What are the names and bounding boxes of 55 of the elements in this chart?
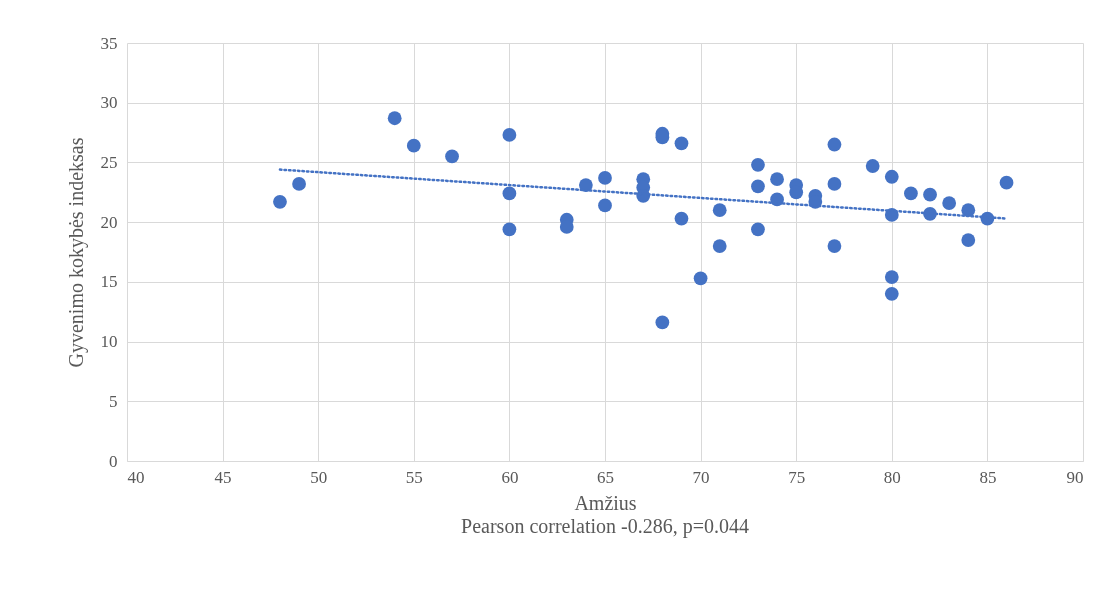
- x-tick-label: 50: [310, 467, 328, 487]
- x-tick-label: 45: [214, 467, 232, 487]
- point: [751, 222, 765, 237]
- point: [655, 315, 670, 330]
- x-tick-label: 80: [883, 467, 901, 487]
- x-axis-title: Amžius: [574, 491, 637, 514]
- point: [502, 222, 517, 237]
- point: [502, 128, 517, 142]
- point: [904, 186, 918, 201]
- x-tick-label: 70: [692, 467, 710, 487]
- y-tick-label: 10: [100, 332, 118, 352]
- x-tick-label: 60: [501, 467, 519, 487]
- point: [770, 172, 784, 187]
- y-tick-label: 35: [100, 33, 118, 53]
- point: [884, 270, 899, 284]
- point: [674, 136, 689, 151]
- y-tick-label: 15: [100, 272, 118, 292]
- y-tick-label: 25: [100, 152, 118, 172]
- y-tick-label: 5: [109, 391, 118, 411]
- point: [751, 179, 765, 194]
- y-axis-title: Gyvenimo kokybės indeksas: [64, 137, 88, 368]
- y-tick-label: 20: [100, 212, 118, 232]
- point: [827, 239, 842, 253]
- point: [502, 186, 517, 201]
- point: [406, 138, 421, 153]
- x-tick-label: 75: [788, 467, 806, 487]
- point: [674, 211, 689, 226]
- x-tick-label: 55: [405, 467, 423, 487]
- point: [884, 286, 899, 301]
- point: [273, 194, 287, 209]
- y-tick-label: 0: [109, 451, 118, 471]
- point: [712, 203, 727, 218]
- point: [598, 171, 612, 185]
- point: [884, 169, 899, 184]
- x-tick-label: 65: [597, 467, 614, 487]
- point: [827, 177, 842, 191]
- point: [865, 159, 880, 173]
- point: [712, 239, 727, 253]
- point: [999, 175, 1014, 190]
- point: [942, 196, 957, 210]
- point: [292, 177, 306, 191]
- point: [961, 203, 976, 218]
- y-tick-label: 30: [100, 93, 118, 113]
- point: [961, 233, 976, 247]
- x-tick-label: 85: [979, 467, 997, 487]
- x-tick-label: 40: [127, 467, 145, 487]
- point: [445, 149, 459, 164]
- point: [693, 271, 708, 286]
- point: [923, 187, 937, 202]
- text: Pearson correlation -0.286, p=0.044: [461, 515, 749, 538]
- point: [387, 111, 402, 126]
- point: [598, 198, 612, 213]
- point: [827, 137, 842, 152]
- x-tick-label: 90: [1066, 467, 1084, 487]
- point: [751, 157, 765, 172]
